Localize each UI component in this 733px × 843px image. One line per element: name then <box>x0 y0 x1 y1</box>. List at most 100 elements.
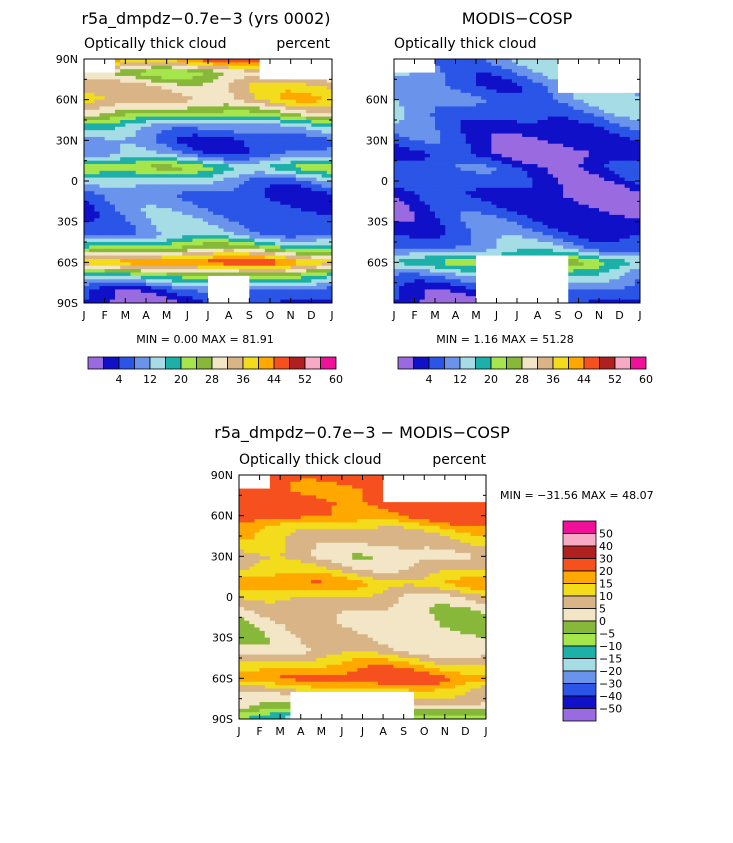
field-cell <box>192 177 199 182</box>
field-cell <box>264 184 271 189</box>
field-cell <box>290 109 297 114</box>
field-cell <box>166 99 173 104</box>
field-cell <box>187 252 193 256</box>
field-cell <box>450 143 456 148</box>
field-cell <box>326 116 333 121</box>
field-cell <box>321 150 328 155</box>
field-cell <box>542 116 549 121</box>
field-cell <box>135 296 142 301</box>
field-cell <box>440 92 446 97</box>
field-cell <box>104 99 111 104</box>
field-cell <box>249 157 255 162</box>
field-cell <box>192 269 199 273</box>
field-cell <box>120 235 126 240</box>
field-cell <box>94 106 100 111</box>
field-cell <box>197 221 204 226</box>
field-cell <box>244 272 250 277</box>
field-cell <box>316 153 323 158</box>
field-cell <box>130 69 137 73</box>
field-cell <box>109 208 116 212</box>
field-cell <box>532 123 538 128</box>
field-cell <box>187 191 193 195</box>
field-cell <box>161 62 168 67</box>
field-cell <box>629 92 636 97</box>
field-cell <box>470 143 477 148</box>
field-cell <box>223 242 230 246</box>
field-cell <box>228 272 235 277</box>
field-cell <box>295 238 302 243</box>
field-cell <box>192 140 199 145</box>
field-cell <box>125 62 131 67</box>
field-cell <box>517 116 523 121</box>
field-cell <box>115 214 121 219</box>
field-cell <box>213 245 219 250</box>
field-cell <box>532 99 538 104</box>
field-cell <box>115 265 121 270</box>
field-cell <box>182 147 188 151</box>
field-cell <box>84 96 90 101</box>
field-cell <box>99 120 106 124</box>
field-cell <box>290 150 297 155</box>
field-cell <box>280 221 286 226</box>
field-cell <box>156 59 162 63</box>
field-cell <box>130 147 137 151</box>
field-cell <box>522 157 528 162</box>
field-cell <box>450 72 456 77</box>
field-cell <box>213 109 219 114</box>
field-cell <box>104 194 111 199</box>
field-cell <box>94 286 100 290</box>
field-cell <box>634 116 641 121</box>
field-cell <box>156 279 162 284</box>
field-cell <box>311 153 317 158</box>
field-cell <box>547 65 554 70</box>
field-cell <box>140 109 147 114</box>
field-cell <box>311 113 317 118</box>
field-cell <box>244 258 250 263</box>
field-cell <box>290 231 297 236</box>
field-cell <box>578 103 585 107</box>
field-cell <box>239 225 245 229</box>
field-cell <box>182 170 188 175</box>
field-cell <box>264 258 271 263</box>
field-cell <box>311 140 317 145</box>
field-cell <box>558 147 564 151</box>
field-cell <box>223 214 230 219</box>
field-cell <box>280 164 286 168</box>
field-cell <box>192 242 199 246</box>
field-cell <box>213 113 219 118</box>
field-cell <box>280 265 286 270</box>
field-cell <box>285 86 292 90</box>
field-cell <box>409 82 415 87</box>
field-cell <box>146 235 152 240</box>
field-cell <box>244 69 250 73</box>
field-cell <box>130 126 137 131</box>
field-cell <box>109 120 116 124</box>
field-cell <box>192 275 199 280</box>
field-cell <box>223 197 230 202</box>
field-cell <box>94 89 100 94</box>
field-cell <box>316 184 323 189</box>
field-cell <box>156 79 162 84</box>
field-cell <box>440 123 446 128</box>
field-cell <box>609 106 615 111</box>
field-cell <box>609 150 615 155</box>
field-cell <box>527 133 533 138</box>
field-cell <box>244 133 250 138</box>
field-cell <box>94 225 100 229</box>
field-cell <box>440 140 446 145</box>
field-cell <box>558 157 564 162</box>
field-cell <box>414 82 421 87</box>
field-cell <box>249 164 255 168</box>
field-cell <box>496 86 503 90</box>
field-cell <box>109 221 116 226</box>
field-cell <box>125 265 131 270</box>
field-cell <box>311 248 317 253</box>
field-cell <box>316 231 323 236</box>
field-cell <box>135 191 142 195</box>
field-cell <box>99 221 106 226</box>
field-cell <box>465 133 472 138</box>
field-cell <box>259 103 266 107</box>
field-cell <box>115 292 121 297</box>
field-cell <box>228 120 235 124</box>
field-cell <box>295 231 302 236</box>
